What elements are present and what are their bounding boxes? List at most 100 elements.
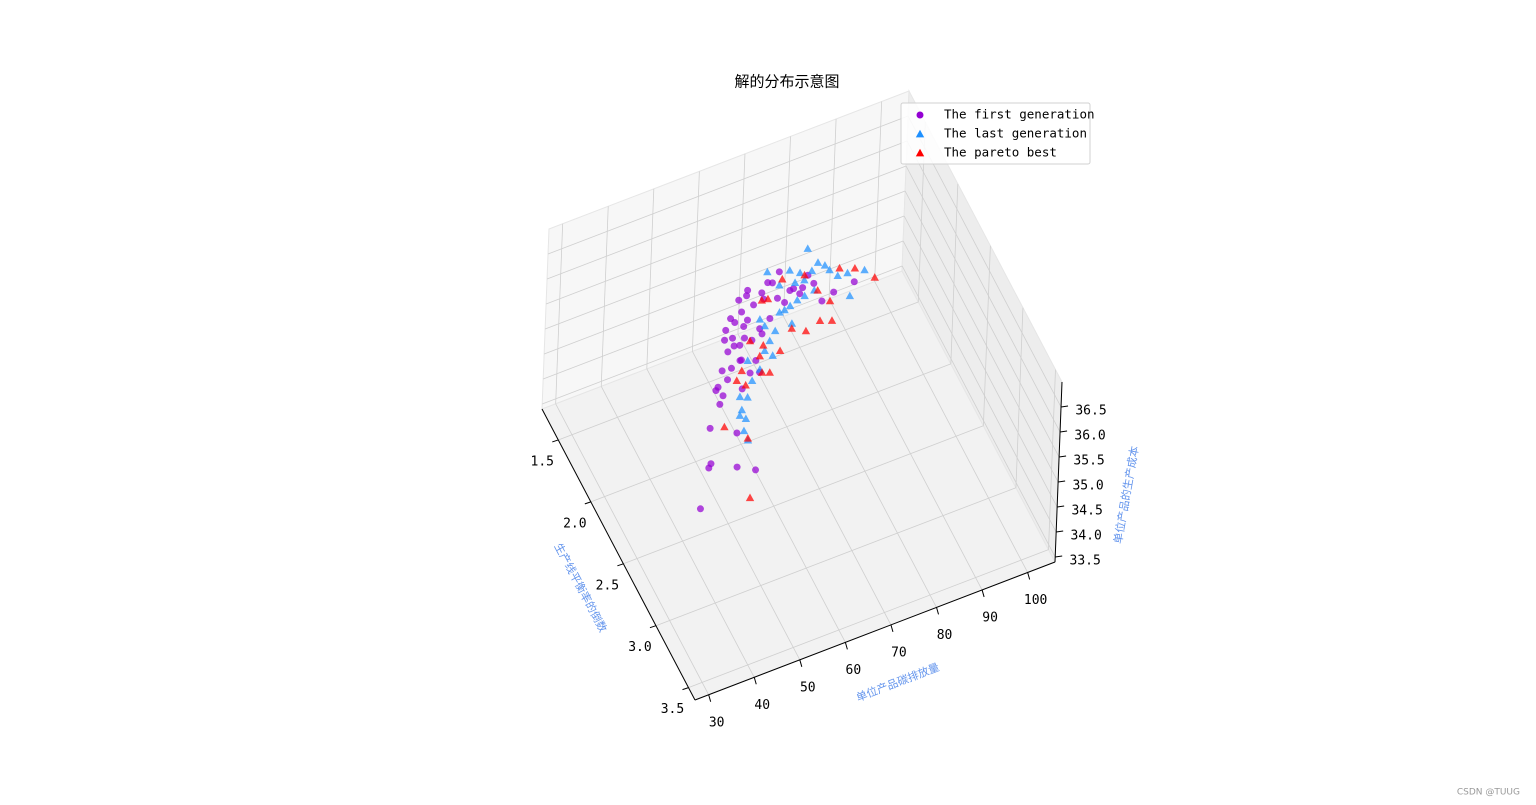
data-point (833, 271, 842, 280)
z-tick-label: 35.0 (1072, 479, 1103, 494)
x-tick-label: 1.5 (531, 454, 554, 469)
grid-line (547, 115, 909, 255)
legend-label: The pareto best (944, 145, 1057, 160)
data-point (768, 279, 776, 287)
data-point (718, 367, 726, 375)
data-point (743, 356, 752, 364)
data-point (743, 292, 751, 300)
data-point (724, 376, 732, 384)
data-point (705, 464, 713, 472)
grid-line (903, 215, 1058, 508)
x-tick-label: 2.5 (596, 578, 619, 593)
data-point (796, 290, 804, 298)
data-point (810, 279, 818, 287)
data-point (714, 383, 722, 391)
data-point (775, 346, 785, 355)
data-point (722, 326, 730, 334)
watermark: CSDN @TUUG (1457, 788, 1520, 798)
data-point (803, 244, 812, 252)
grid-line (902, 240, 1057, 533)
data-point (800, 291, 809, 300)
data-point (781, 298, 789, 306)
x-tick-label: 3.0 (628, 640, 651, 655)
data-point (763, 294, 773, 303)
data-point (758, 330, 766, 338)
data-point (741, 380, 750, 389)
data-point (795, 268, 805, 277)
y-tick-mark (844, 642, 848, 650)
data-point (735, 411, 745, 419)
data-point (850, 278, 858, 286)
z-tick-label: 34.0 (1071, 529, 1102, 544)
data-point (757, 368, 767, 376)
grid-line (874, 281, 1029, 573)
data-point (870, 273, 879, 281)
data-point (768, 351, 777, 359)
data-point (755, 351, 765, 360)
legend-label: The first generation (944, 107, 1095, 122)
y-tick-label: 40 (754, 698, 770, 713)
grid-line (623, 425, 984, 565)
grid-line (545, 165, 907, 305)
data-point (727, 315, 735, 323)
grid-line (906, 140, 1061, 433)
data-point (735, 296, 743, 304)
z-tick-mark (1055, 555, 1063, 558)
y-tick-label: 90 (982, 610, 998, 625)
z-tick-mark (1060, 405, 1069, 408)
z-tick-mark (1057, 505, 1065, 508)
data-point (793, 295, 802, 304)
data-point (750, 301, 758, 309)
y-tick-mark (890, 624, 894, 633)
y-tick-label: 80 (937, 628, 953, 643)
grid-line (543, 240, 904, 380)
grid-line (544, 190, 906, 330)
y-tick-label: 60 (846, 663, 862, 678)
data-point (760, 346, 769, 354)
data-point (790, 285, 798, 293)
chart-title: 解的分布示意图 (734, 73, 839, 91)
grid-line (737, 333, 892, 626)
data-point (752, 466, 760, 474)
data-point (860, 265, 869, 274)
data-point (835, 263, 844, 272)
legend-box (900, 102, 1091, 165)
data-point (780, 305, 789, 314)
data-point (765, 368, 774, 376)
data-point (787, 319, 797, 327)
z-tick-mark (1056, 530, 1064, 533)
y-tick-mark (753, 677, 757, 685)
x-tick-mark (552, 439, 559, 443)
y-tick-mark (1027, 572, 1031, 580)
data-point (730, 342, 738, 350)
data-point (799, 284, 807, 292)
legend-marker (915, 148, 925, 157)
data-point (737, 356, 745, 364)
data-point (775, 280, 784, 289)
x-axis (541, 408, 696, 701)
data-point (820, 261, 830, 269)
data-point (757, 296, 767, 304)
data-point (747, 376, 757, 385)
data-point (801, 326, 811, 335)
data-point (765, 336, 774, 345)
y-axis (694, 561, 1056, 701)
data-point (744, 286, 752, 294)
grid-line (688, 549, 1049, 688)
grid-line (905, 165, 1060, 458)
data-point (721, 336, 729, 344)
data-point (766, 314, 774, 322)
grid-line (546, 140, 908, 280)
y-tick-label: 100 (1024, 593, 1047, 608)
grid-line (901, 265, 1056, 558)
data-point (800, 275, 809, 284)
z-tick-mark (1059, 455, 1067, 458)
data-point (790, 278, 800, 286)
data-point (706, 424, 714, 432)
y-tick-mark (799, 659, 803, 667)
y-tick-label: 50 (800, 680, 816, 695)
grid-line (555, 403, 710, 695)
data-point (813, 258, 823, 266)
z-tick-mark (1059, 430, 1068, 433)
